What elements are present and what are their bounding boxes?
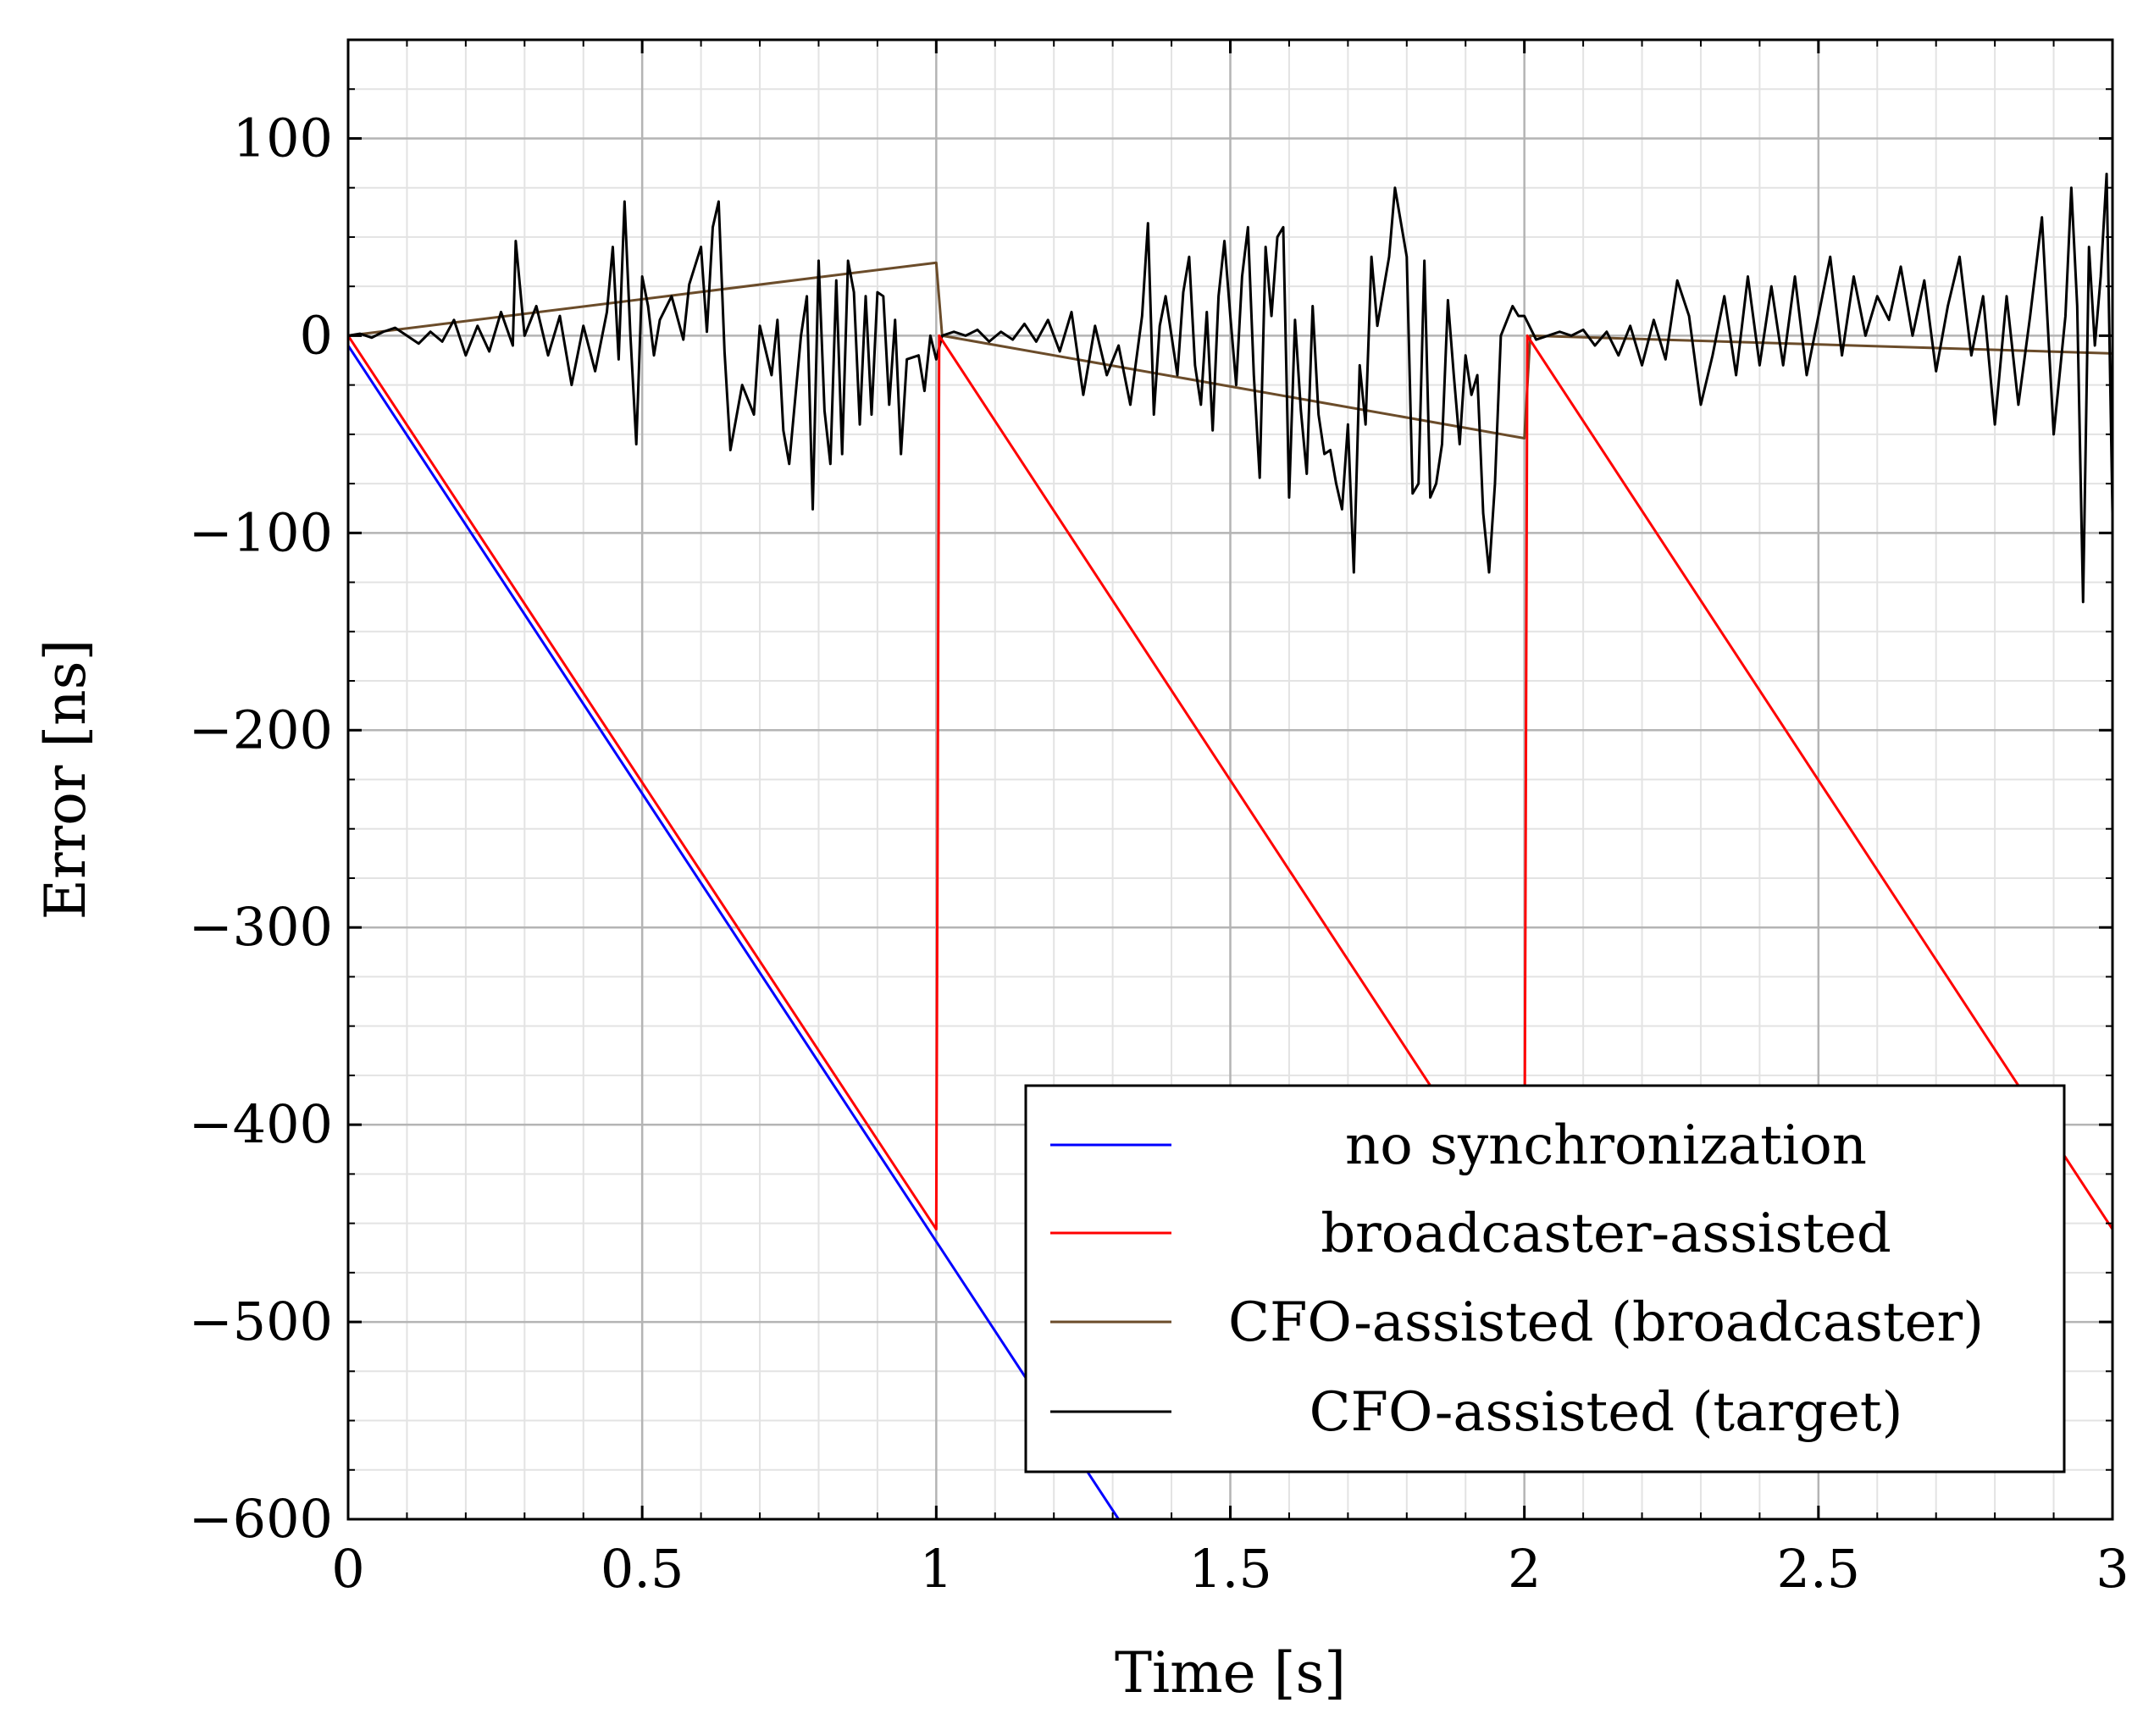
- y-tick-label: −500: [189, 1291, 333, 1352]
- series-line-cfo-assisted-broadcaster: [348, 261, 2112, 440]
- y-tick-label: 0: [300, 304, 333, 366]
- y-tick-label: −400: [189, 1093, 333, 1155]
- y-tick-label: 100: [233, 107, 333, 169]
- legend: no synchronization broadcaster-assisted CF…: [1024, 1084, 2066, 1473]
- y-tick-labels: 100 0 −100 −200 −300 −400 −500 −600: [189, 107, 333, 1550]
- x-tick-label: 1.5: [1188, 1538, 1272, 1600]
- y-tick-label: −100: [189, 501, 333, 563]
- x-tick-label: 0: [331, 1538, 364, 1600]
- series-line-broadcaster-assisted: [348, 334, 2112, 1231]
- x-tick-label: 3: [2096, 1538, 2129, 1600]
- legend-box: [1024, 1084, 2066, 1473]
- legend-label-cfo-assisted-target: CFO-assisted (target): [1310, 1381, 1903, 1444]
- x-tick-label: 2: [1508, 1538, 1541, 1600]
- series-line-cfo-assisted-target: [348, 172, 2112, 604]
- x-tick-label: 2.5: [1777, 1538, 1861, 1600]
- x-tick-label: 0.5: [601, 1538, 684, 1600]
- series-line-no-synchronization: [348, 345, 1120, 1519]
- legend-label-broadcaster-assisted: broadcaster-assisted: [1321, 1202, 1891, 1265]
- legend-label-cfo-assisted-broadcaster: CFO-assisted (broadcaster): [1228, 1291, 1984, 1354]
- series-layer: [348, 172, 2112, 1519]
- y-tick-label: −600: [189, 1488, 333, 1550]
- tick-marks: [346, 39, 2114, 1521]
- y-tick-label: −200: [189, 699, 333, 760]
- x-tick-labels: 0 0.5 1 1.5 2 2.5 3: [331, 1538, 2129, 1600]
- x-tick-label: 1: [920, 1538, 953, 1600]
- legend-label-no-synchronization: no synchronization: [1345, 1114, 1867, 1177]
- y-tick-label: −300: [189, 896, 333, 958]
- y-axis-title: Error [ns]: [33, 639, 98, 920]
- x-axis-title: Time [s]: [1115, 1640, 1346, 1706]
